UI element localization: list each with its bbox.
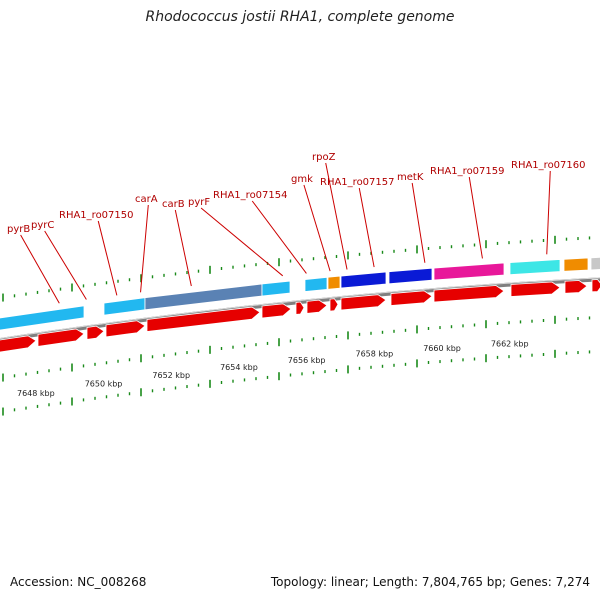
backbone-highlight — [0, 277, 600, 339]
genome-title: Rhodococcus jostii RHA1, complete genome — [145, 9, 455, 25]
feature-block — [433, 262, 505, 281]
feature-block — [261, 280, 291, 297]
gene-label-carb: carB — [162, 199, 185, 210]
accession-text: Accession: NC_008268 — [10, 575, 147, 589]
feature-track — [0, 257, 600, 331]
scale-label-7652: 7652 kbp — [152, 371, 190, 380]
topology-text: Topology: linear; Length: 7,804,765 bp; … — [270, 575, 590, 589]
feature-block — [563, 257, 589, 272]
gene-label-rha1_ro07157: RHA1_ro07157 — [320, 177, 395, 188]
gene-arrow — [295, 301, 305, 315]
gene-arrow — [340, 294, 387, 311]
gene-label-pyrc: pyrC — [31, 220, 54, 231]
gene-arrow — [433, 285, 505, 303]
feature-block — [590, 257, 600, 271]
feature-block — [304, 276, 328, 292]
gene-label-rha1_ro07160: RHA1_ro07160 — [511, 160, 586, 171]
scale-label-7656: 7656 kbp — [288, 356, 326, 365]
gene-label-connector — [20, 234, 60, 304]
gene-arrow — [37, 328, 85, 347]
gene-arrow — [146, 306, 261, 332]
gene-arrow — [105, 320, 146, 338]
gene-label-connector — [358, 187, 375, 268]
gene-label-connector — [303, 184, 331, 272]
gene-label-connector — [200, 207, 284, 277]
feature-block — [388, 267, 433, 285]
gene-label-connector — [468, 176, 483, 259]
gene-arrow — [306, 299, 328, 314]
feature-block — [509, 259, 561, 276]
feature-block — [0, 305, 85, 331]
gene-label-rha1_ro07150: RHA1_ro07150 — [59, 210, 134, 221]
gene-label-connector — [97, 220, 118, 296]
gene-label-connector — [546, 170, 551, 255]
feature-block — [340, 271, 387, 289]
gene-arrow — [564, 280, 588, 294]
gene-label-gmk: gmk — [291, 174, 313, 185]
gene-label-connector — [174, 209, 192, 287]
scale-label-7654: 7654 kbp — [220, 363, 258, 372]
feature-block — [103, 297, 146, 316]
gene-arrow — [591, 279, 600, 293]
scale-label-layer: 7648 kbp 7650 kbp 7652 kbp 7654 kbp 7656 kbp… — [17, 339, 529, 398]
gene-track — [0, 279, 600, 353]
scale-label-7662: 7662 kbp — [491, 339, 529, 348]
gene-label-rpoz: rpoZ — [312, 152, 336, 163]
feature-block — [327, 275, 341, 290]
gene-label-metk: metK — [397, 172, 424, 183]
gene-label-connector — [140, 204, 149, 293]
scale-label-7650: 7650 kbp — [85, 380, 123, 389]
gene-label-connector — [411, 182, 426, 263]
gene-arrow — [390, 290, 433, 306]
scale-label-7660: 7660 kbp — [423, 344, 461, 353]
gene-label-pyrf: pyrF — [188, 197, 210, 208]
gene-label-rha1_ro07154: RHA1_ro07154 — [213, 190, 288, 201]
gene-arrow — [86, 325, 105, 340]
gene-label-rha1_ro07159: RHA1_ro07159 — [430, 166, 505, 177]
feature-block — [144, 283, 263, 311]
gene-arrow — [510, 281, 561, 297]
gene-label-pyrb: pyrB — [7, 224, 30, 235]
gene-arrow — [329, 298, 339, 312]
scale-label-7658: 7658 kbp — [356, 350, 394, 359]
tick-layer — [2, 235, 591, 416]
gene-arrow — [0, 335, 37, 353]
gene-label-connector — [44, 230, 87, 300]
gene-label-cara: carA — [135, 194, 158, 205]
gene-label-connector — [251, 200, 307, 274]
gene-arrow — [261, 303, 292, 319]
scale-label-7648: 7648 kbp — [17, 389, 55, 398]
gene-label-connector — [325, 162, 348, 270]
